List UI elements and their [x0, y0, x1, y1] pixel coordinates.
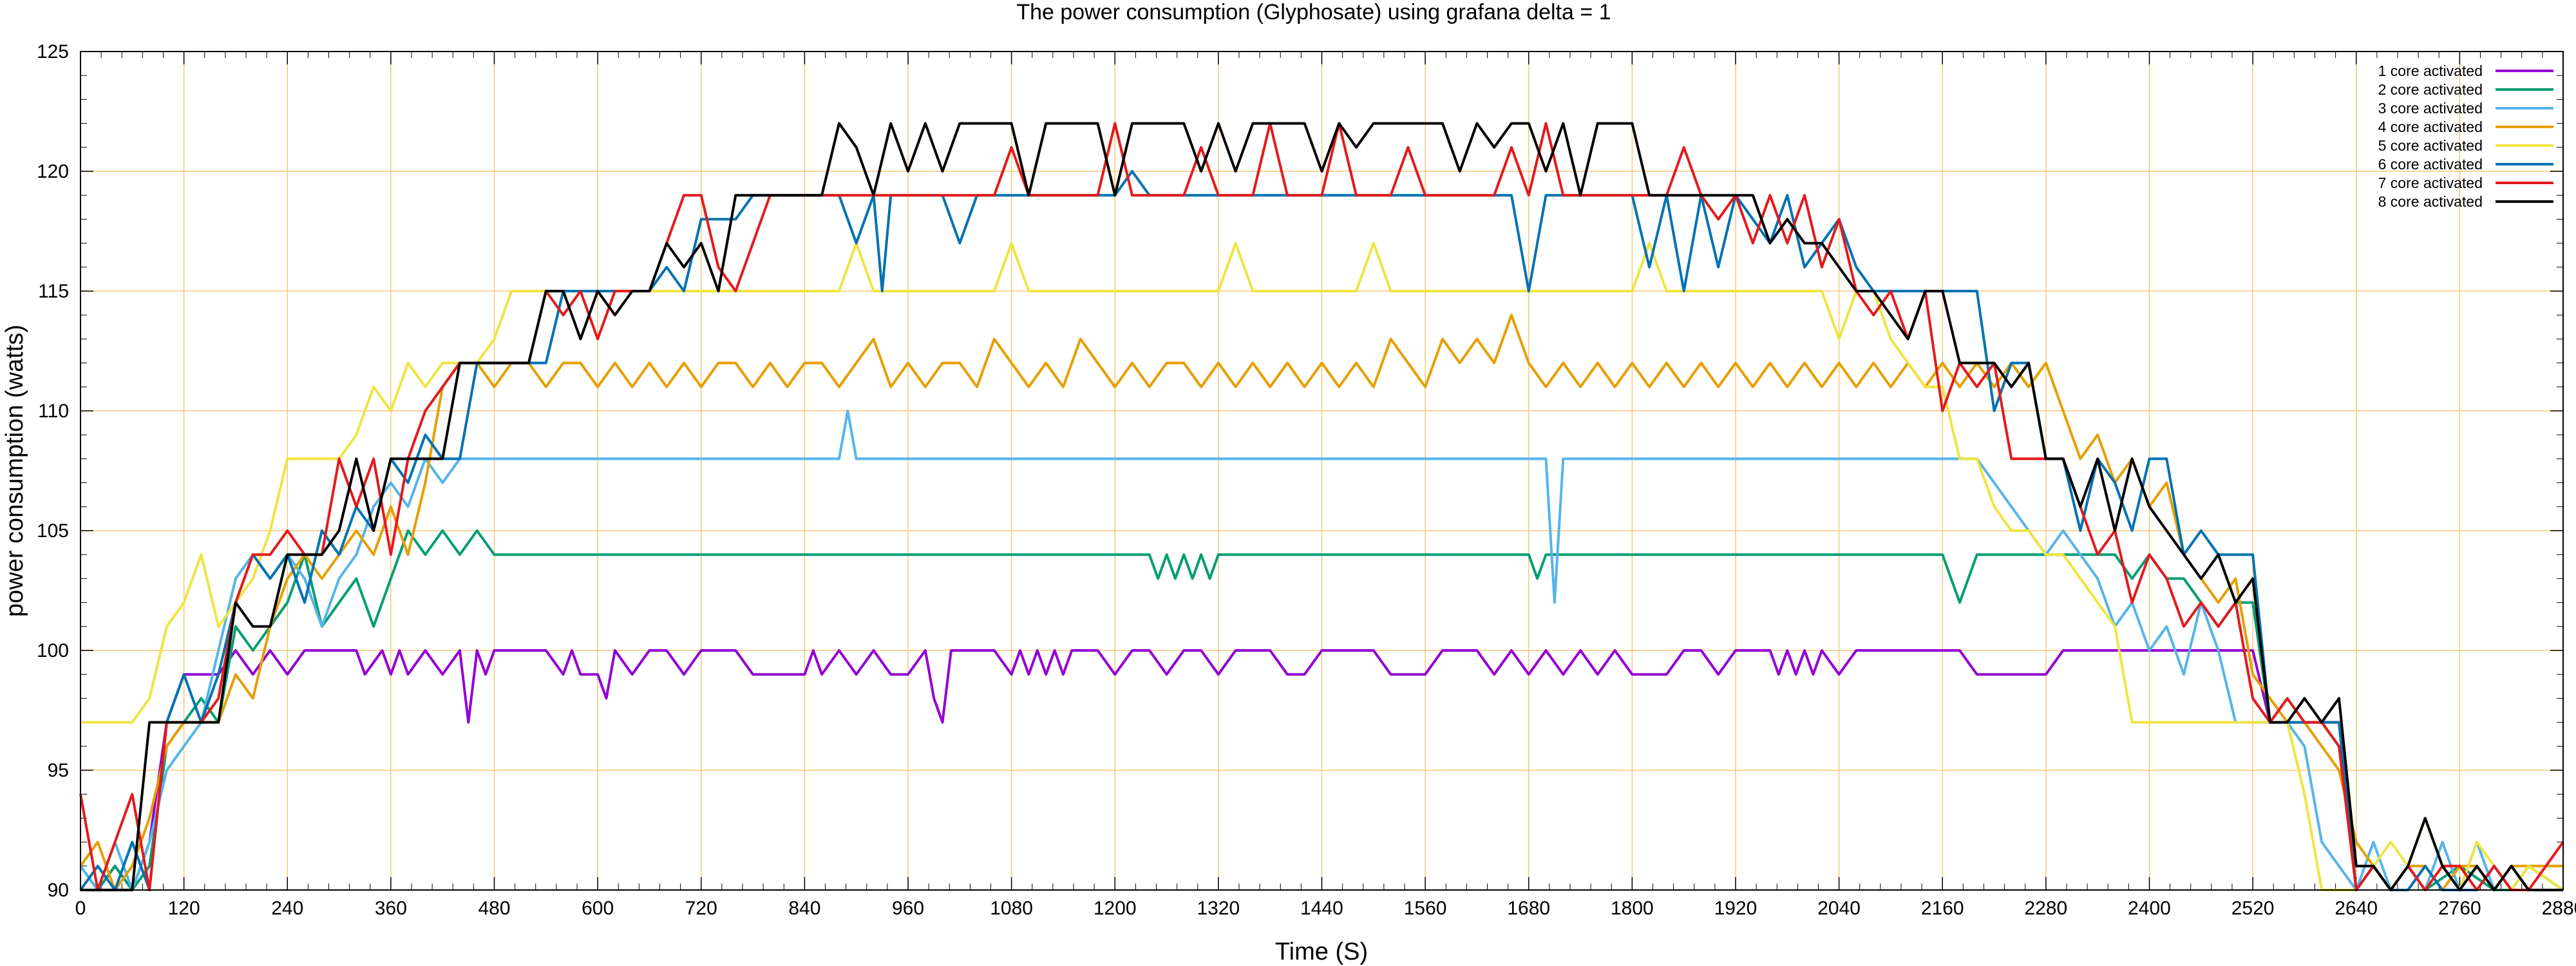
y-tick-label: 100	[37, 640, 69, 661]
x-tick-label: 600	[582, 898, 614, 919]
y-axis-label: power consumption (watts)	[1, 325, 28, 617]
x-tick-label: 2280	[2025, 898, 2068, 919]
y-tick-label: 115	[38, 281, 69, 302]
x-tick-label: 1560	[1404, 898, 1447, 919]
legend-label-4: 4 core activated	[2378, 118, 2483, 135]
series-line-1	[80, 649, 2563, 891]
series-line-7	[79, 122, 2564, 891]
legend-label-5: 5 core activated	[2378, 137, 2483, 154]
x-tick-label: 120	[168, 898, 200, 919]
x-tick-label: 960	[892, 898, 924, 919]
y-tick-label: 95	[48, 760, 69, 781]
y-tick-label: 105	[37, 520, 69, 542]
y-tick-label: 120	[37, 161, 69, 182]
plot-frame	[80, 51, 2564, 891]
x-tick-label: 720	[685, 898, 717, 919]
x-tick-label: 2640	[2334, 898, 2378, 919]
x-tick-label: 1440	[1300, 898, 1343, 919]
x-tick-label: 2760	[2438, 898, 2481, 919]
x-tick-label: 0	[75, 898, 86, 919]
tick-labels: 0 120 240 360 480 600 720 840 960 1080 1200 1320 144…	[37, 41, 2576, 919]
axis-ticks	[80, 51, 2564, 891]
x-tick-label: 1200	[1094, 898, 1137, 919]
x-tick-label: 240	[271, 898, 303, 919]
chart-title: The power consumption (Glyphosate) using…	[1016, 0, 1611, 24]
series-line-8	[80, 122, 2563, 891]
series-line-5	[80, 242, 2564, 891]
x-tick-label: 2520	[2231, 898, 2275, 919]
x-tick-label: 2880	[2542, 898, 2576, 919]
x-tick-label: 1800	[1611, 898, 1654, 919]
x-tick-label: 840	[788, 898, 820, 919]
legend-label-3: 3 core activated	[2378, 100, 2483, 117]
x-tick-label: 360	[375, 898, 407, 919]
x-tick-label: 480	[478, 898, 510, 919]
x-tick-label: 1080	[990, 898, 1033, 919]
x-tick-label: 2400	[2128, 898, 2171, 919]
legend-label-2: 2 core activated	[2378, 81, 2483, 98]
legend: 1 core activated 2 core activated 3 core a…	[2378, 62, 2553, 210]
legend-label-1: 1 core activated	[2378, 62, 2483, 79]
y-tick-label: 110	[38, 401, 69, 422]
y-tick-label: 90	[48, 880, 69, 901]
y-tick-label: 125	[37, 41, 69, 62]
x-axis-label: Time (S)	[1275, 938, 1368, 965]
legend-label-7: 7 core activated	[2378, 175, 2483, 191]
x-tick-label: 2160	[1921, 898, 1964, 919]
x-tick-label: 2040	[1817, 898, 1861, 919]
legend-label-8: 8 core activated	[2378, 193, 2483, 210]
x-tick-label: 1680	[1507, 898, 1550, 919]
x-tick-label: 1320	[1197, 898, 1240, 919]
x-tick-label: 1920	[1714, 898, 1757, 919]
legend-label-6: 6 core activated	[2378, 156, 2483, 173]
series-lines	[79, 122, 2564, 891]
